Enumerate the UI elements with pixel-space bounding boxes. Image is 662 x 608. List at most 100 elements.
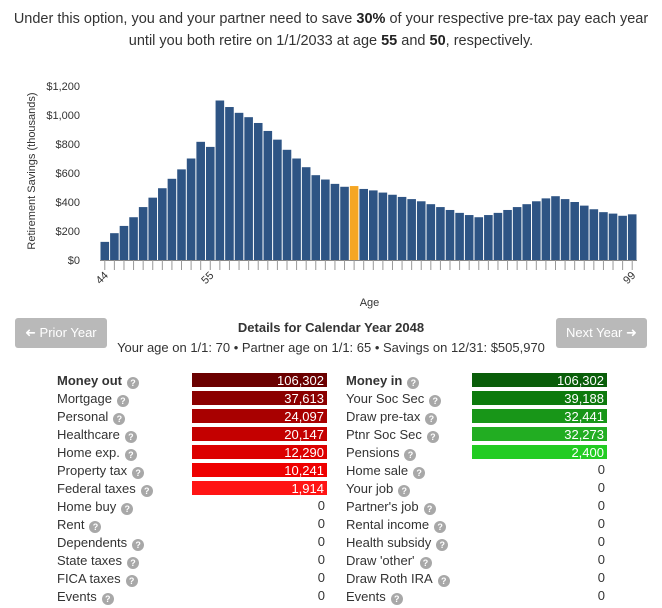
money_out-row: Events? 0 [0, 588, 662, 605]
money_out-header-row: Money out? 106,302 [0, 372, 662, 389]
money_out-value: 0 [317, 534, 325, 549]
money_in-label: Home sale? [346, 462, 426, 479]
row-label-text: Rent [57, 517, 85, 532]
row-label-text: Money in [346, 373, 403, 388]
money_out-value: 1,914 [191, 480, 328, 496]
money_out-row: Mortgage? 37,613 [0, 390, 662, 407]
help-icon[interactable]: ? [407, 377, 420, 389]
next-year-label: Next Year [566, 325, 623, 340]
money_in-label: Pensions? [346, 444, 417, 461]
chart-bar [570, 202, 579, 260]
help-icon[interactable]: ? [124, 449, 137, 461]
money_out-row: Personal? 24,097 [0, 408, 662, 425]
money_out-row: Dependents? 0 [0, 534, 662, 551]
money_out-header-label: Money out? [57, 372, 139, 389]
money_out-value: 0 [317, 498, 325, 513]
chart-bar [340, 186, 349, 260]
money_in-label: Ptnr Soc Sec? [346, 426, 439, 443]
chart-bar [225, 107, 234, 261]
chart-bar [301, 167, 311, 260]
help-icon[interactable]: ? [398, 485, 411, 497]
help-icon[interactable]: ? [419, 557, 432, 569]
chart-bar [119, 225, 129, 260]
x-axis-label: Age [360, 297, 380, 309]
row-label-text: Health subsidy [346, 535, 432, 550]
help-icon[interactable]: ? [425, 413, 438, 425]
row-label-text: Dependents [57, 535, 128, 550]
chart-bar [215, 100, 225, 260]
help-icon[interactable]: ? [437, 575, 450, 587]
row-label-text: Home exp. [57, 445, 120, 460]
help-icon[interactable]: ? [132, 539, 145, 551]
chart-bar [522, 204, 532, 260]
money_in-label: Your job? [346, 480, 411, 497]
money_out-row: Federal taxes? 1,914 [0, 480, 662, 497]
help-icon[interactable]: ? [434, 521, 447, 533]
chart-bar [177, 169, 186, 260]
help-icon[interactable]: ? [423, 503, 436, 515]
money_out-value: 0 [317, 552, 325, 567]
money_in-value: 0 [597, 498, 605, 513]
x-tick-label: 44 [94, 270, 111, 287]
money_in-label: Health subsidy? [346, 534, 449, 551]
money_in-row: Health subsidy? 0 [0, 534, 662, 551]
money_in-row: Ptnr Soc Sec? 32,273 [0, 426, 662, 443]
help-icon[interactable]: ? [436, 539, 449, 551]
row-label-text: Property tax [57, 463, 128, 478]
money_in-row: Draw pre-tax? 32,441 [0, 408, 662, 425]
help-icon[interactable]: ? [127, 557, 140, 569]
money_in-value: 0 [597, 480, 605, 495]
money_in-label: Events? [346, 588, 403, 605]
money_in-total-value: 106,302 [471, 372, 608, 388]
help-icon[interactable]: ? [390, 593, 403, 605]
money_out-row: FICA taxes? 0 [0, 570, 662, 587]
row-label-text: Partner's job [346, 499, 419, 514]
money_out-value: 20,147 [191, 426, 328, 442]
help-icon[interactable]: ? [413, 467, 426, 479]
money_in-header-label: Money in? [346, 372, 420, 389]
money_out-label: Home exp.? [57, 444, 137, 461]
chart-bar [196, 141, 205, 260]
intro-text-part: , respectively. [445, 33, 534, 49]
money_in-value: 32,273 [471, 426, 608, 442]
help-icon[interactable]: ? [125, 575, 138, 587]
help-icon[interactable]: ? [121, 503, 134, 515]
money_out-label: Federal taxes? [57, 480, 153, 497]
chart-bar [464, 215, 474, 260]
help-icon[interactable]: ? [140, 485, 153, 497]
prior-year-button[interactable]: ➜ Prior Year [15, 318, 107, 348]
intro-text-part: of your respective pre-tax pay each year [385, 11, 649, 27]
chart-bar [234, 112, 244, 260]
chart-bar [244, 117, 253, 260]
intro-text-part: and [397, 33, 430, 49]
money_in-value: 0 [597, 516, 605, 531]
help-icon[interactable]: ? [116, 395, 129, 407]
help-icon[interactable]: ? [132, 467, 145, 479]
row-label-text: Rental income [346, 517, 430, 532]
help-icon[interactable]: ? [89, 521, 102, 533]
row-label-text: State taxes [57, 553, 123, 568]
help-icon[interactable]: ? [124, 431, 137, 443]
row-label-text: Healthcare [57, 427, 120, 442]
chart-bar [369, 190, 378, 260]
help-icon[interactable]: ? [404, 449, 417, 461]
money_out-label: Dependents? [57, 534, 145, 551]
money_out-label: Mortgage? [57, 390, 129, 407]
chart-bar [455, 212, 464, 260]
help-icon[interactable]: ? [426, 431, 439, 443]
money_out-row: Property tax? 10,241 [0, 462, 662, 479]
help-icon[interactable]: ? [127, 377, 139, 389]
next-year-button[interactable]: Next Year ➜ [556, 318, 647, 348]
help-icon[interactable]: ? [429, 395, 442, 407]
row-label-text: Your Soc Sec [346, 391, 425, 406]
help-icon[interactable]: ? [113, 413, 126, 425]
chart-bar [416, 201, 426, 260]
money_out-label: FICA taxes? [57, 570, 138, 587]
help-icon[interactable]: ? [101, 593, 114, 605]
money_out-value: 0 [317, 516, 325, 531]
money_in-row: Your Soc Sec? 39,188 [0, 390, 662, 407]
row-label-text: Your job [346, 481, 394, 496]
chart-bar [100, 241, 110, 260]
your-retire-age: 55 [381, 33, 398, 49]
chart-bar [551, 196, 560, 260]
